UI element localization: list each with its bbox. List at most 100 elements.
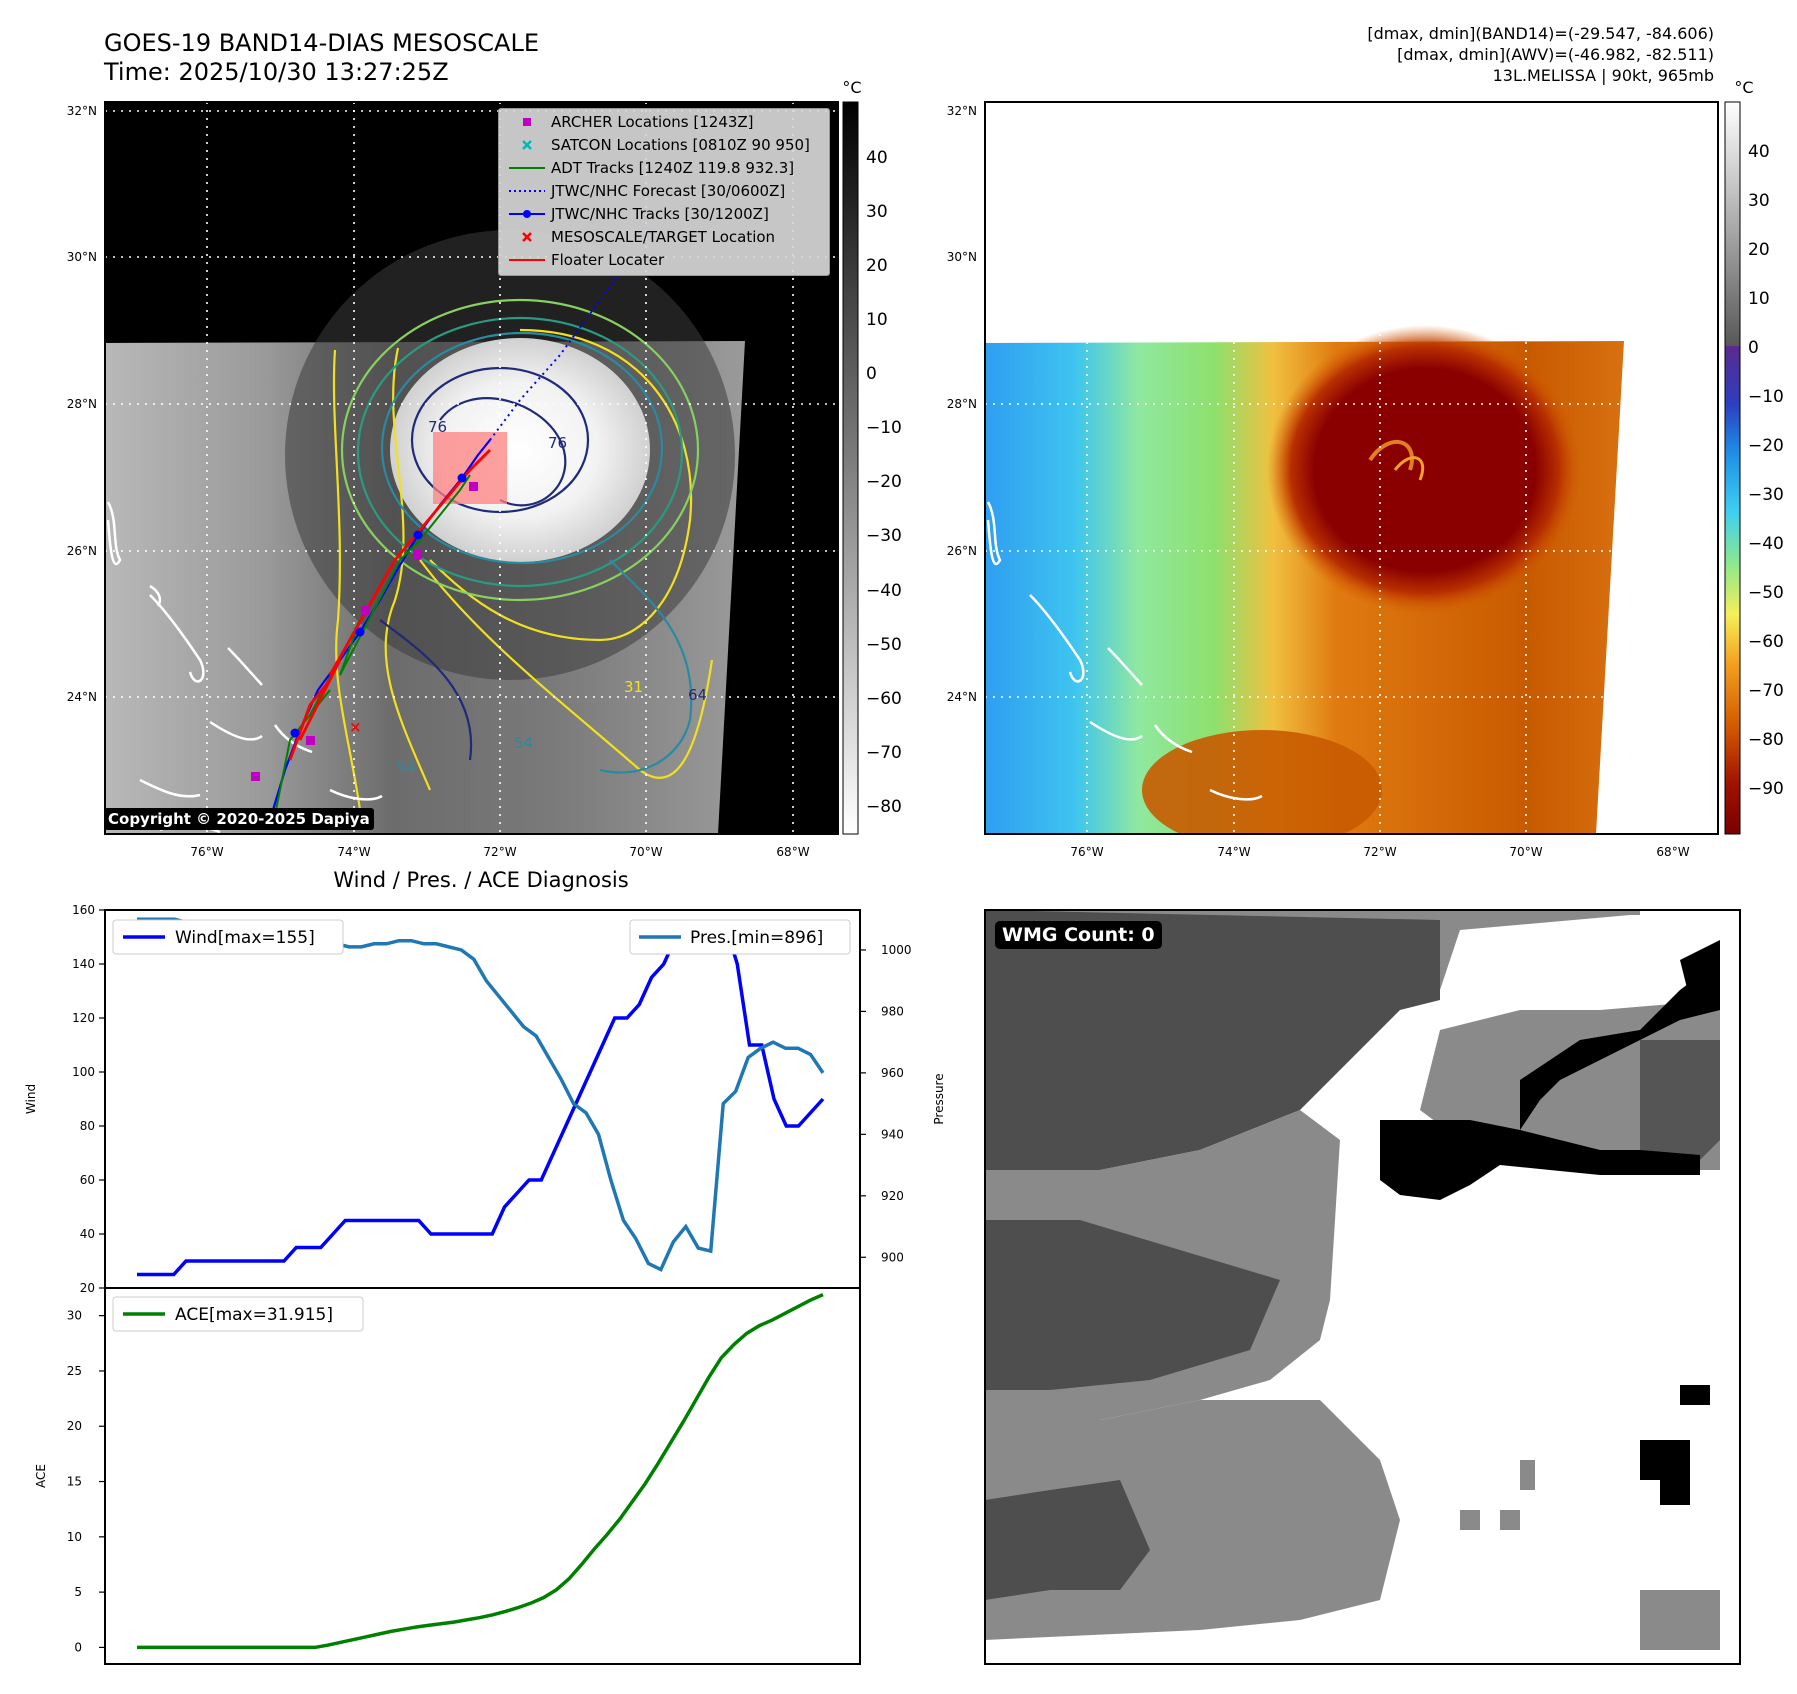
svg-text:30: 30 xyxy=(866,202,888,222)
svg-text:26°N: 26°N xyxy=(947,544,977,558)
wind-tick-label: 100 xyxy=(72,1065,95,1079)
right-lat-ticks: 32°N 30°N 28°N 26°N 24°N xyxy=(947,104,977,704)
svg-text:−10: −10 xyxy=(866,418,902,438)
pressure-legend: Pres.[min=896] xyxy=(629,919,851,955)
pressure-tick-label: 920 xyxy=(881,1189,904,1203)
svg-text:30°N: 30°N xyxy=(947,250,977,264)
stats-awv: [dmax, dmin](AWV)=(-46.982, -82.511) xyxy=(1397,45,1714,64)
red-x-icon xyxy=(522,232,532,242)
left-colorbar-ticks: 40 30 20 10 0 −10 −20 −30 −40 −50 −60 −7… xyxy=(866,148,902,817)
svg-text:−90: −90 xyxy=(1748,779,1784,799)
pressure-legend-label: Pres.[min=896] xyxy=(690,928,823,948)
left-colorbar xyxy=(842,101,859,835)
svg-text:30: 30 xyxy=(1748,191,1770,211)
stats-band14: [dmax, dmin](BAND14)=(-29.547, -84.606) xyxy=(1367,24,1714,43)
wind-tick-label: 140 xyxy=(72,957,95,971)
ace-tick-label: 20 xyxy=(67,1419,82,1433)
red-line-icon xyxy=(509,259,545,261)
svg-text:64: 64 xyxy=(688,686,707,704)
floater-track xyxy=(288,449,491,761)
svg-text:−80: −80 xyxy=(866,797,902,817)
right-colorbar xyxy=(1724,101,1741,835)
svg-text:−10: −10 xyxy=(1748,387,1784,407)
ace-tick-label: 10 xyxy=(67,1530,82,1544)
svg-text:72°W: 72°W xyxy=(483,845,516,859)
ace-tick-label: 25 xyxy=(67,1364,82,1378)
legend-label-forecast: JTWC/NHC Forecast [30/0600Z] xyxy=(551,182,786,200)
svg-text:70°W: 70°W xyxy=(1509,845,1542,859)
legend-row-floater: Floater Locater xyxy=(499,249,829,271)
wind-tick-label: 20 xyxy=(80,1281,95,1295)
wind-tick-label: 40 xyxy=(80,1227,95,1241)
svg-text:40: 40 xyxy=(1748,142,1770,162)
green-line-icon xyxy=(509,167,545,169)
svg-text:31: 31 xyxy=(624,678,643,696)
wmg-count-badge: WMG Count: 0 xyxy=(995,921,1162,949)
copyright-label: Copyright © 2020-2025 Dapiya xyxy=(104,808,374,830)
legend-row-adt: ADT Tracks [1240Z 119.8 932.3] xyxy=(499,157,829,179)
right-colorbar-unit: °C xyxy=(1734,78,1753,97)
adt-track xyxy=(274,474,471,816)
svg-text:−30: −30 xyxy=(866,526,902,546)
target-marker: × xyxy=(349,718,362,736)
ace-series-line xyxy=(137,1293,824,1650)
right-colorbar-upper xyxy=(1725,102,1740,346)
svg-text:28°N: 28°N xyxy=(947,397,977,411)
legend-label-tracks: JTWC/NHC Tracks [30/1200Z] xyxy=(551,205,769,223)
svg-text:74°W: 74°W xyxy=(1217,845,1250,859)
svg-text:0: 0 xyxy=(866,364,877,384)
right-map xyxy=(985,102,1718,834)
legend-row-tracks: JTWC/NHC Tracks [30/1200Z] xyxy=(499,203,829,225)
ace-frame xyxy=(104,1287,861,1665)
right-map-frame xyxy=(984,101,1719,835)
ace-panel: 30 25 20 15 10 5 0 xyxy=(67,1293,824,1654)
svg-text:74°W: 74°W xyxy=(337,845,370,859)
svg-text:32°N: 32°N xyxy=(67,104,97,118)
ace-tick-label: 0 xyxy=(74,1640,82,1654)
ace-legend: ACE[max=31.915] xyxy=(112,1296,364,1332)
legend-row-archer: ARCHER Locations [1243Z] xyxy=(499,111,829,133)
svg-text:30°N: 30°N xyxy=(67,250,97,264)
svg-text:76: 76 xyxy=(428,418,447,436)
svg-text:−60: −60 xyxy=(1748,632,1784,652)
cyan-x-icon xyxy=(522,140,532,150)
blue-dotted-line-icon xyxy=(509,190,545,192)
left-lon-ticks: 76°W 74°W 72°W 70°W 68°W xyxy=(190,845,809,859)
pressure-tick-label: 1000 xyxy=(881,943,912,957)
svg-text:28°N: 28°N xyxy=(67,397,97,411)
svg-text:76: 76 xyxy=(548,434,567,452)
diagnosis-title: Wind / Pres. / ACE Diagnosis xyxy=(333,868,628,892)
wind-tick-label: 120 xyxy=(72,1011,95,1025)
magenta-square-icon xyxy=(523,118,531,126)
storm-info: 13L.MELISSA | 90kt, 965mb xyxy=(1493,66,1714,85)
pressure-tick-label: 980 xyxy=(881,1004,904,1018)
wmg-cold-band xyxy=(1520,960,1720,1130)
svg-text:−40: −40 xyxy=(1748,534,1784,554)
svg-text:54: 54 xyxy=(514,734,533,752)
svg-text:0: 0 xyxy=(1748,338,1759,358)
contour-labels: 76 76 54 54 64 31 xyxy=(396,418,707,776)
right-lon-ticks: 76°W 74°W 72°W 70°W 68°W xyxy=(1070,845,1689,859)
legend-row-target: MESOSCALE/TARGET Location xyxy=(499,226,829,248)
svg-text:54: 54 xyxy=(396,758,415,776)
right-colorbar-lower xyxy=(1725,346,1740,834)
svg-text:−70: −70 xyxy=(1748,681,1784,701)
right-graticule xyxy=(985,102,1718,834)
wind-legend-label: Wind[max=155] xyxy=(175,928,315,948)
ace-legend-label: ACE[max=31.915] xyxy=(175,1305,333,1325)
svg-text:32°N: 32°N xyxy=(947,104,977,118)
legend-label-archer: ARCHER Locations [1243Z] xyxy=(551,113,754,131)
svg-text:26°N: 26°N xyxy=(67,544,97,558)
wind-series-line xyxy=(137,920,825,1277)
svg-text:24°N: 24°N xyxy=(67,690,97,704)
right-colorbar-ticks: 40 30 20 10 0 −10 −20 −30 −40 −50 −60 −7… xyxy=(1748,142,1784,799)
ace-tick-label: 30 xyxy=(67,1309,82,1323)
track-points xyxy=(290,473,467,738)
legend-label-adt: ADT Tracks [1240Z 119.8 932.3] xyxy=(551,159,795,177)
ace-tick-label: 5 xyxy=(74,1585,82,1599)
svg-text:20: 20 xyxy=(1748,240,1770,260)
svg-text:−80: −80 xyxy=(1748,730,1784,750)
legend-label-satcon: SATCON Locations [0810Z 90 950] xyxy=(551,136,810,154)
legend-label-floater: Floater Locater xyxy=(551,251,665,269)
